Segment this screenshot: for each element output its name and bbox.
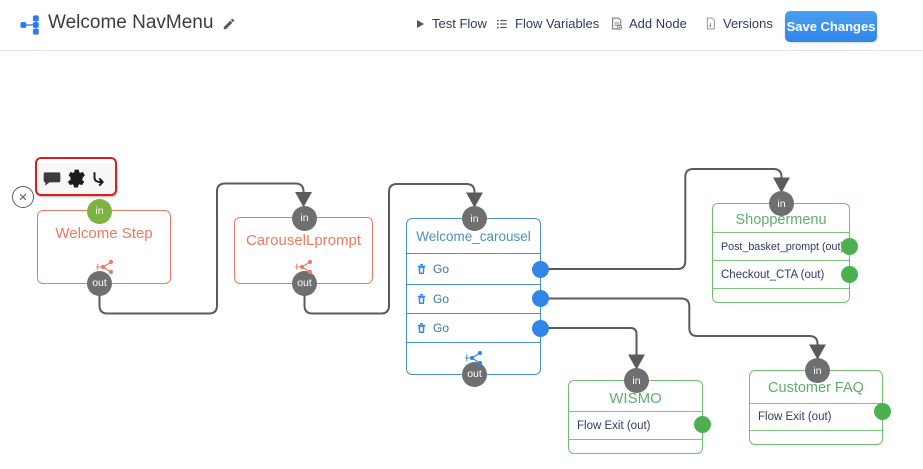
svg-text:+: + bbox=[295, 259, 301, 274]
svg-text:+: + bbox=[465, 350, 471, 365]
svg-text:+: + bbox=[96, 259, 102, 274]
